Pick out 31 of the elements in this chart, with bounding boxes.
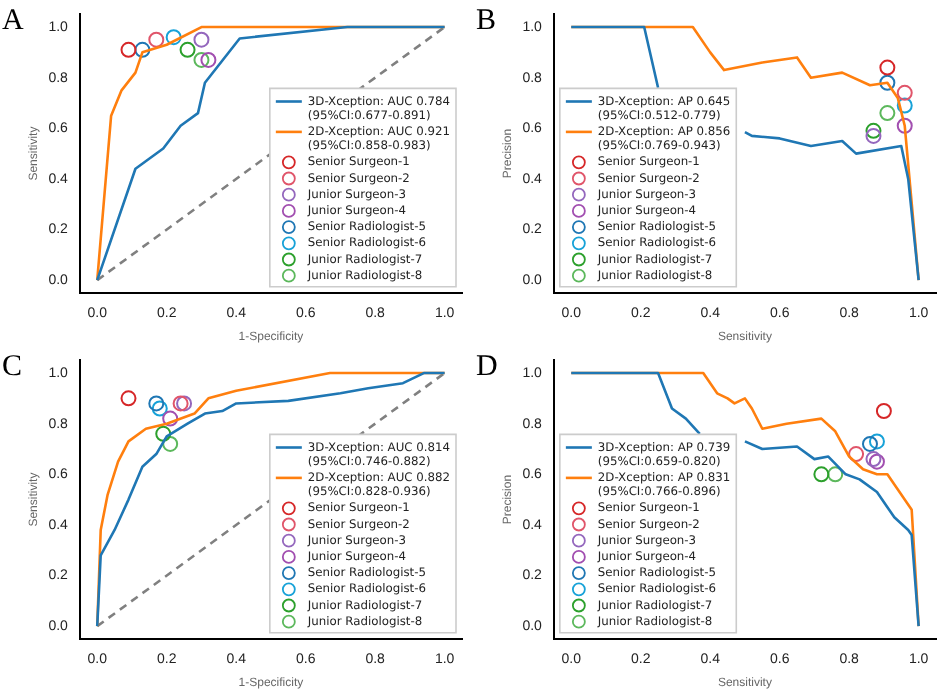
point bbox=[148, 395, 165, 412]
point bbox=[179, 41, 196, 58]
point bbox=[200, 51, 217, 68]
point bbox=[848, 446, 865, 463]
point bbox=[875, 403, 892, 420]
chart-title: A bbox=[2, 5, 24, 38]
point bbox=[879, 74, 896, 91]
point bbox=[193, 51, 210, 68]
point bbox=[896, 84, 913, 101]
point bbox=[162, 410, 179, 427]
point bbox=[120, 390, 137, 407]
point bbox=[134, 41, 151, 58]
point bbox=[865, 127, 882, 144]
point bbox=[151, 400, 168, 417]
point bbox=[861, 435, 878, 452]
chart-title: B bbox=[476, 5, 497, 38]
point bbox=[879, 105, 896, 122]
chart-title: C bbox=[2, 351, 23, 384]
chart-title: D bbox=[476, 351, 498, 384]
point bbox=[896, 97, 913, 114]
point bbox=[120, 41, 137, 58]
point bbox=[155, 425, 172, 442]
point bbox=[193, 31, 210, 48]
point bbox=[827, 466, 844, 483]
point bbox=[148, 31, 165, 48]
point bbox=[813, 466, 830, 483]
point bbox=[865, 122, 882, 139]
point bbox=[868, 433, 885, 450]
point bbox=[879, 59, 896, 76]
point bbox=[165, 29, 182, 46]
point bbox=[896, 117, 913, 134]
